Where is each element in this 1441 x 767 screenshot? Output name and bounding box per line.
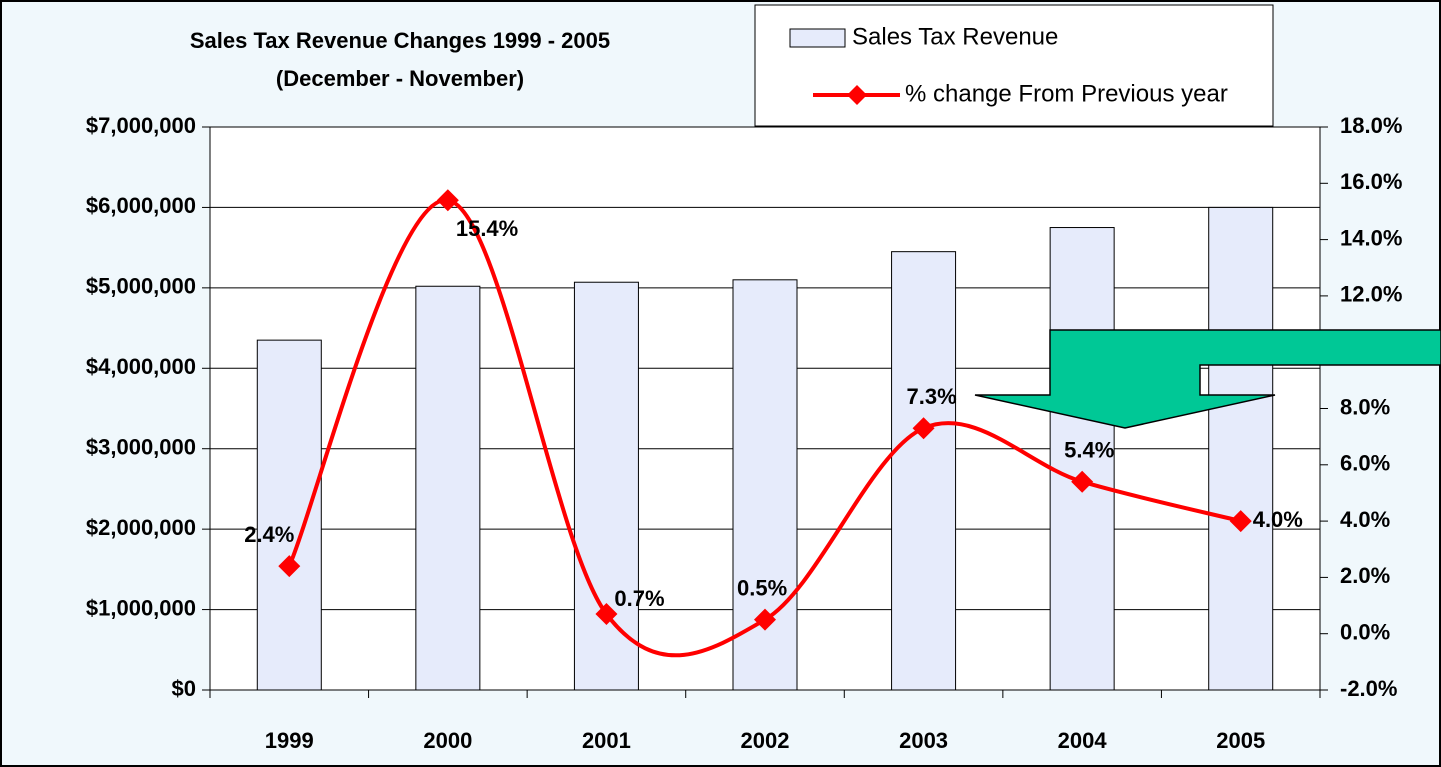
bar bbox=[1208, 206, 1274, 691]
line-marker bbox=[595, 602, 618, 625]
y-tick-label: $4,000,000 bbox=[86, 354, 196, 379]
plot-group: $0 $1,000,000 $2,000,000 $3,000,000 $4,000,0… bbox=[86, 113, 1403, 753]
data-label: 0.7% bbox=[614, 586, 664, 611]
x-tick-label: 2005 bbox=[1216, 728, 1265, 753]
y2-tick-label: 18.0% bbox=[1340, 113, 1402, 138]
y2-tick-label: 2.0% bbox=[1340, 563, 1390, 588]
line-marker bbox=[1071, 470, 1094, 493]
bar bbox=[256, 339, 322, 691]
x-tick-label: 2001 bbox=[582, 728, 631, 753]
legend-label: % change From Previous year bbox=[905, 80, 1228, 107]
bar bbox=[1049, 227, 1115, 691]
data-label: 0.5% bbox=[737, 575, 787, 600]
line-marker bbox=[278, 555, 301, 578]
x-tick-label: 1999 bbox=[265, 728, 314, 753]
line-marker bbox=[1229, 510, 1252, 533]
bar bbox=[415, 285, 481, 691]
x-tick-label: 2004 bbox=[1058, 728, 1108, 753]
data-label: 15.4% bbox=[456, 216, 518, 241]
y2-tick-label: 6.0% bbox=[1340, 451, 1390, 476]
y-tick-label: $3,000,000 bbox=[86, 435, 196, 460]
chart-subtitle: (December - November) bbox=[276, 66, 524, 91]
annotation-arrow bbox=[974, 329, 1441, 429]
legend-marker bbox=[847, 85, 867, 105]
y2-tick-label: 12.0% bbox=[1340, 282, 1402, 307]
y2-tick-label: 8.0% bbox=[1340, 394, 1390, 419]
x-tick-label: 2003 bbox=[899, 728, 948, 753]
y-tick-label: $7,000,000 bbox=[86, 113, 196, 138]
line-marker bbox=[436, 189, 459, 212]
plot-border bbox=[209, 126, 1321, 691]
y-tick-label: $2,000,000 bbox=[86, 515, 196, 540]
y2-tick-label: 4.0% bbox=[1340, 507, 1390, 532]
line-marker bbox=[754, 608, 776, 631]
data-label: 4.0% bbox=[1253, 507, 1303, 532]
y2-tick-label: -2.0% bbox=[1340, 676, 1397, 701]
x-tick-label: 2002 bbox=[741, 728, 790, 753]
legend-label: Sales Tax Revenue bbox=[852, 23, 1058, 50]
line-marker bbox=[912, 417, 935, 440]
y2-tick-label: 16.0% bbox=[1340, 169, 1402, 194]
y-tick-label: $6,000,000 bbox=[86, 193, 196, 218]
data-label: 7.3% bbox=[906, 384, 956, 409]
legend-box bbox=[754, 4, 1274, 127]
y-tick-label: $0 bbox=[172, 676, 196, 701]
data-label: 5.4% bbox=[1064, 438, 1114, 463]
data-label: 2.4% bbox=[244, 522, 294, 547]
y2-tick-label: 14.0% bbox=[1340, 225, 1402, 250]
legend-swatch bbox=[789, 28, 846, 48]
line bbox=[287, 198, 1242, 658]
overlay-group: 2.4% 15.4% 0.7% 0.5% 7.3% 5.4% 4.0% Sales Tax R… bbox=[209, 23, 1328, 698]
y-tick-label: $1,000,000 bbox=[86, 595, 196, 620]
y-tick-label: $5,000,000 bbox=[86, 274, 196, 299]
y2-tick-label: 0.0% bbox=[1340, 620, 1390, 645]
x-tick-label: 2000 bbox=[423, 728, 472, 753]
bar bbox=[891, 251, 957, 691]
chart-title: Sales Tax Revenue Changes 1999 - 2005 bbox=[190, 28, 610, 53]
bar bbox=[573, 281, 639, 691]
